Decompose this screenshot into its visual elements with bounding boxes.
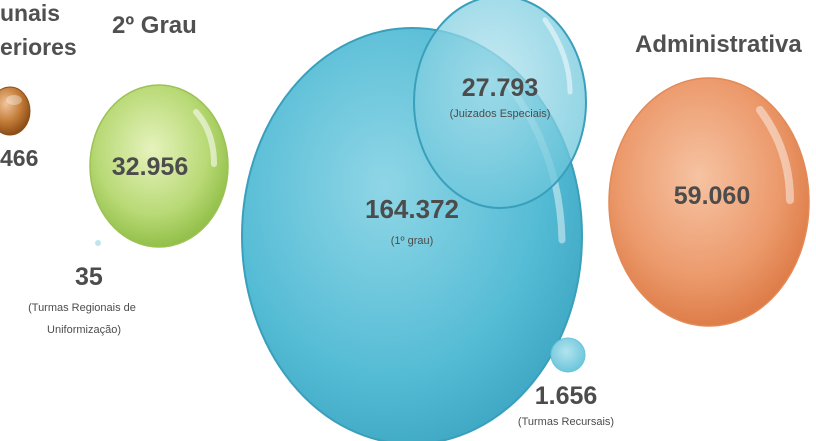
value-label-primeiro-grau: 164.372 [365,194,459,224]
category-label-tribunais-1: unais [0,0,61,26]
value-label-segundo-grau: 32.956 [111,153,189,181]
bubble-administrativa [608,77,810,327]
bubble-segundo-grau [89,84,229,248]
value-label-juizados: 27.793 [461,74,539,102]
note-label-tru-1: (Turmas Regionais de [28,302,136,314]
category-label-segundo-grau: 2º Grau [112,12,197,39]
value-label-administrativa: 59.060 [673,182,751,210]
value-label-turmas-recursais: 1.656 [534,382,598,410]
category-label-tribunais-2: eriores [0,34,77,60]
value-label-tru: 35 [75,263,103,291]
note-label-primeiro-grau: (1º grau) [390,235,434,247]
bubble-tru [95,240,101,246]
note-label-turmas-recursais: (Turmas Recursais) [517,416,615,428]
bubble-turmas-recursais [550,337,586,373]
note-label-juizados: (Juizados Especiais) [449,108,551,120]
category-label-administrativa: Administrativa [635,31,802,58]
value-label-tribunais: 466 [0,145,39,171]
note-label-tru-2: Uniformização) [47,324,121,336]
bubble-juizados [413,0,587,209]
bubble-tribunais [0,86,31,136]
